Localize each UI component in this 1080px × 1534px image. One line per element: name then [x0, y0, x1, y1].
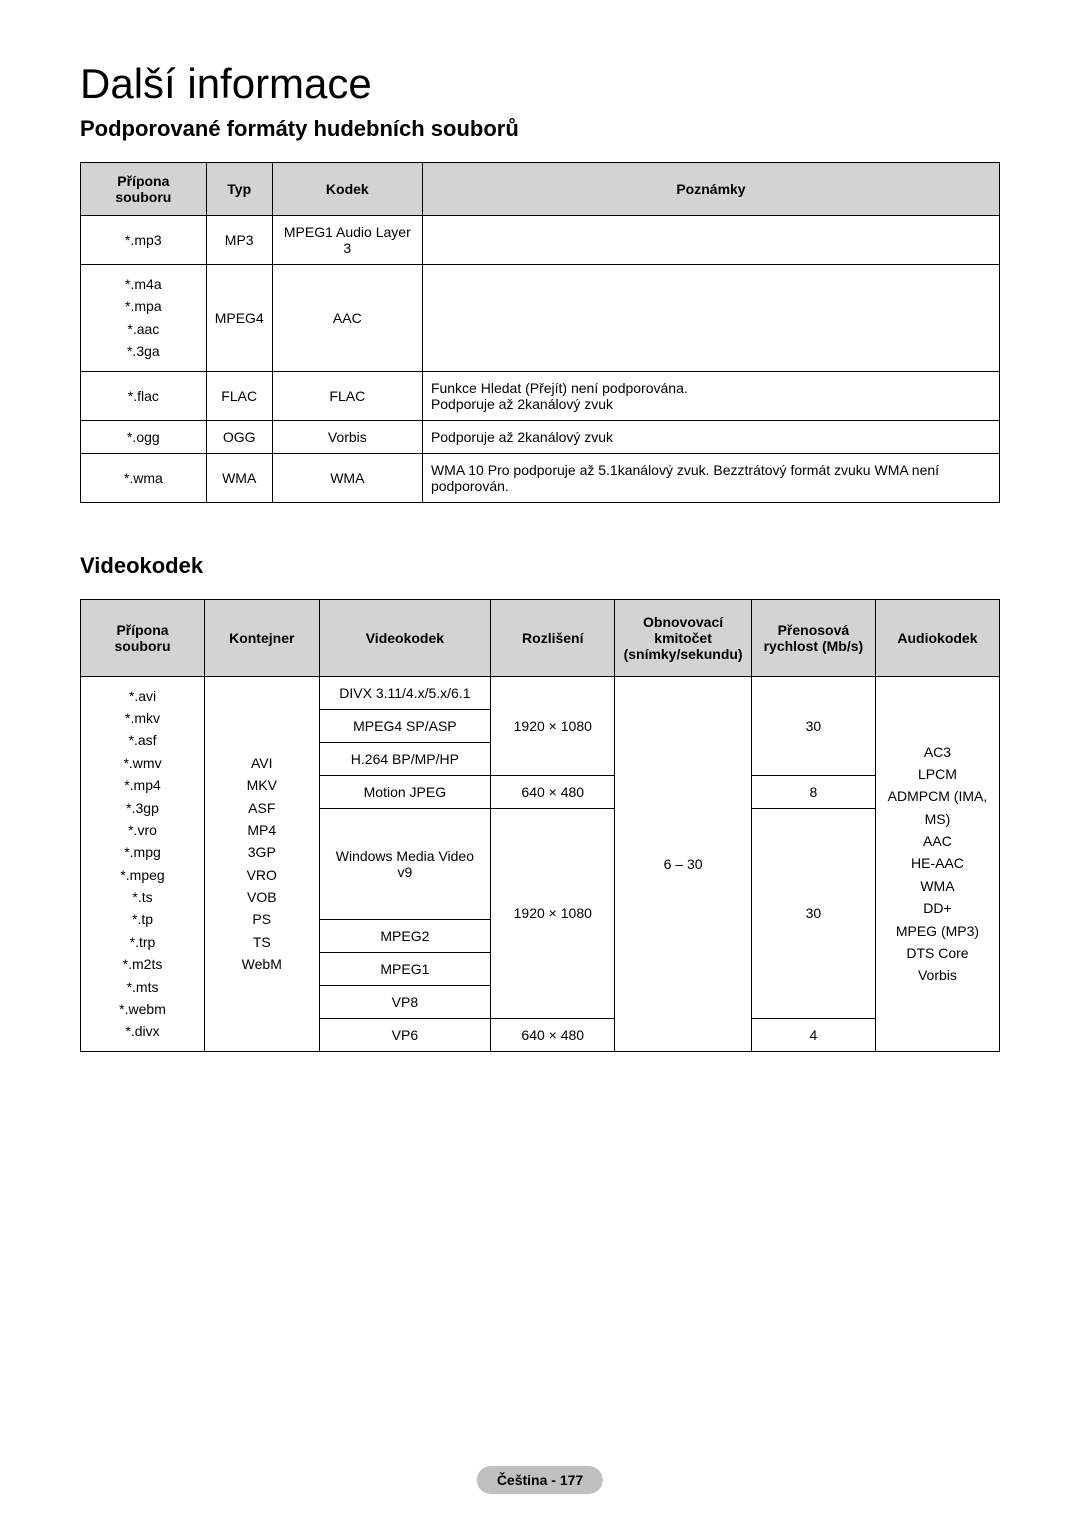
cell-note: Podporuje až 2kanálový zvuk	[422, 420, 999, 453]
cell-ext: *.mp3	[81, 216, 207, 265]
cell-res: 1920 × 1080	[491, 808, 615, 1018]
cell-type: MPEG4	[206, 265, 272, 372]
cell-ext: *.wma	[81, 453, 207, 502]
cell-type: FLAC	[206, 371, 272, 420]
table-row: *.wma WMA WMA WMA 10 Pro podporuje až 5.…	[81, 453, 1000, 502]
cell-ext: *.flac	[81, 371, 207, 420]
page-title: Další informace	[80, 60, 1000, 108]
cell-res: 640 × 480	[491, 775, 615, 808]
cell-codec: MPEG1 Audio Layer 3	[272, 216, 422, 265]
video-codec-table: Přípona souboru Kontejner Videokodek Roz…	[80, 599, 1000, 1052]
col-note: Poznámky	[422, 163, 999, 216]
cell-vcodec: DIVX 3.11/4.x/5.x/6.1	[319, 676, 491, 709]
vcol-acodec: Audiokodek	[875, 599, 999, 676]
cell-note: WMA 10 Pro podporuje až 5.1kanálový zvuk…	[422, 453, 999, 502]
vcol-vcodec: Videokodek	[319, 599, 491, 676]
cell-codec: AAC	[272, 265, 422, 372]
cell-bitrate: 30	[751, 676, 875, 775]
cell-vcodec: Motion JPEG	[319, 775, 491, 808]
cell-codec: FLAC	[272, 371, 422, 420]
cell-codec: Vorbis	[272, 420, 422, 453]
vcol-ext: Přípona souboru	[81, 599, 205, 676]
cell-vcodec: MPEG2	[319, 919, 491, 952]
music-formats-table: Přípona souboru Typ Kodek Poznámky *.mp3…	[80, 162, 1000, 503]
cell-vcodec: H.264 BP/MP/HP	[319, 742, 491, 775]
page-footer: Čeština - 177	[477, 1466, 603, 1494]
cell-vcodec: VP6	[319, 1018, 491, 1051]
cell-res: 640 × 480	[491, 1018, 615, 1051]
cell-bitrate: 4	[751, 1018, 875, 1051]
cell-type: MP3	[206, 216, 272, 265]
cell-type: WMA	[206, 453, 272, 502]
cell-res: 1920 × 1080	[491, 676, 615, 775]
vcol-bitrate: Přenosová rychlost (Mb/s)	[751, 599, 875, 676]
cell-codec: WMA	[272, 453, 422, 502]
col-type: Typ	[206, 163, 272, 216]
cell-note	[422, 265, 999, 372]
vcol-container: Kontejner	[205, 599, 319, 676]
cell-ext: *.ogg	[81, 420, 207, 453]
cell-acodecs: AC3LPCMADMPCM (IMA, MS)AACHE-AACWMADD+MP…	[875, 676, 999, 1051]
cell-bitrate: 30	[751, 808, 875, 1018]
vcol-fps: Obnovovací kmitočet (snímky/sekundu)	[615, 599, 752, 676]
cell-note	[422, 216, 999, 265]
table-row: *.m4a*.mpa*.aac*.3ga MPEG4 AAC	[81, 265, 1000, 372]
video-codec-title: Videokodek	[80, 553, 1000, 579]
cell-ext: *.m4a*.mpa*.aac*.3ga	[81, 265, 207, 372]
cell-note: Funkce Hledat (Přejít) není podporována.…	[422, 371, 999, 420]
cell-bitrate: 8	[751, 775, 875, 808]
cell-vcodec: Windows Media Video v9	[319, 808, 491, 919]
table-row: *.flac FLAC FLAC Funkce Hledat (Přejít) …	[81, 371, 1000, 420]
cell-extensions: *.avi*.mkv*.asf*.wmv*.mp4*.3gp*.vro*.mpg…	[81, 676, 205, 1051]
cell-vcodec: MPEG4 SP/ASP	[319, 709, 491, 742]
col-ext: Přípona souboru	[81, 163, 207, 216]
cell-vcodec: VP8	[319, 985, 491, 1018]
cell-vcodec: MPEG1	[319, 952, 491, 985]
cell-type: OGG	[206, 420, 272, 453]
vcol-res: Rozlišení	[491, 599, 615, 676]
col-codec: Kodek	[272, 163, 422, 216]
table-row: *.mp3 MP3 MPEG1 Audio Layer 3	[81, 216, 1000, 265]
table-row: *.ogg OGG Vorbis Podporuje až 2kanálový …	[81, 420, 1000, 453]
cell-fps: 6 – 30	[615, 676, 752, 1051]
cell-containers: AVIMKVASFMP43GPVROVOBPSTSWebM	[205, 676, 319, 1051]
music-formats-title: Podporované formáty hudebních souborů	[80, 116, 1000, 142]
table-row: *.avi*.mkv*.asf*.wmv*.mp4*.3gp*.vro*.mpg…	[81, 676, 1000, 709]
